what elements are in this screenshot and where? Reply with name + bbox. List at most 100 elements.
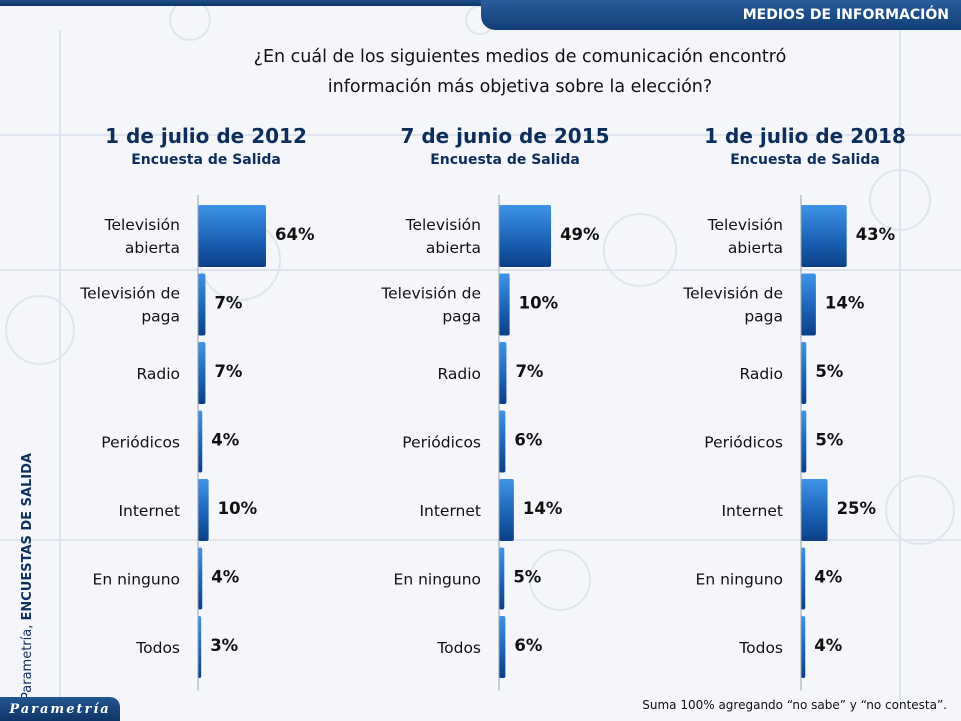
- value-label-2015-2: 7%: [515, 362, 543, 381]
- category-label-2018-2: Radio: [739, 365, 783, 383]
- category-label-line: paga: [744, 308, 783, 326]
- section-header: MEDIOS DE INFORMACIÓN: [481, 0, 961, 30]
- category-label-2012-5: En ninguno: [93, 571, 180, 589]
- category-label-line: Internet: [419, 502, 481, 520]
- panel-title-2012: 1 de julio de 2012: [105, 124, 307, 148]
- category-label-line: En ninguno: [394, 571, 481, 589]
- value-label-2012-5: 4%: [211, 568, 239, 587]
- category-label-2012-2: Radio: [136, 365, 180, 383]
- value-label-2018-5: 4%: [814, 568, 842, 587]
- category-label-line: Periódicos: [402, 434, 481, 452]
- category-label-line: abierta: [426, 239, 481, 257]
- category-label-2015-3: Periódicos: [402, 434, 481, 452]
- section-title: MEDIOS DE INFORMACIÓN: [742, 7, 949, 23]
- category-label-line: En ninguno: [696, 571, 783, 589]
- category-label-line: Televisión: [104, 216, 180, 234]
- question-text: ¿En cuál de los siguientes medios de com…: [180, 42, 860, 102]
- value-label-2015-3: 6%: [514, 431, 542, 450]
- category-label-line: Televisión: [707, 216, 783, 234]
- value-label-2018-1: 14%: [825, 294, 865, 313]
- source-side-label: Parametría, ENCUESTAS DE SALIDA: [20, 453, 35, 700]
- category-label-line: Radio: [739, 365, 783, 383]
- category-label-line: Radio: [136, 365, 180, 383]
- footnote: Suma 100% agregando “no sabe” y “no cont…: [642, 698, 947, 712]
- bar-2012-6: [198, 616, 202, 678]
- value-label-2015-5: 5%: [513, 568, 541, 587]
- value-label-2012-1: 7%: [214, 294, 242, 313]
- category-label-2012-0: Televisión abierta: [104, 216, 180, 257]
- top-bar: [0, 0, 961, 6]
- value-label-2015-1: 10%: [519, 294, 559, 313]
- category-label-line: Televisión de: [79, 285, 180, 303]
- question-line-1: ¿En cuál de los siguientes medios de com…: [253, 47, 787, 67]
- category-label-2012-1: Televisión de paga: [79, 285, 180, 326]
- value-label-2018-3: 5%: [815, 431, 843, 450]
- category-label-line: Internet: [721, 502, 783, 520]
- bar-2018-0: [801, 205, 847, 267]
- category-label-2012-3: Periódicos: [101, 434, 180, 452]
- bar-2015-0: [499, 205, 552, 267]
- bar-2018-1: [801, 273, 816, 336]
- bar-2012-4: [198, 479, 209, 541]
- value-label-2015-6: 6%: [514, 636, 542, 655]
- value-label-2012-0: 64%: [275, 225, 315, 244]
- category-label-2018-6: Todos: [738, 639, 783, 657]
- source-bold: ENCUESTAS DE SALIDA: [20, 453, 35, 621]
- category-label-line: Televisión: [405, 216, 481, 234]
- value-label-2015-0: 49%: [560, 225, 600, 244]
- bar-2015-2: [499, 342, 507, 404]
- category-label-line: Internet: [118, 502, 180, 520]
- category-label-2015-0: Televisión abierta: [405, 216, 481, 257]
- value-label-2012-2: 7%: [214, 362, 242, 381]
- category-label-line: abierta: [125, 239, 180, 257]
- value-label-2018-4: 25%: [837, 499, 877, 518]
- bar-2015-1: [499, 273, 510, 336]
- bar-2015-5: [499, 547, 505, 610]
- category-label-line: Todos: [738, 639, 783, 657]
- category-label-2015-6: Todos: [436, 639, 481, 657]
- category-label-line: Televisión de: [682, 285, 783, 303]
- bar-2018-5: [801, 547, 806, 610]
- panel-subtitle-2012: Encuesta de Salida: [131, 152, 281, 168]
- panel-title-2018: 1 de julio de 2018: [704, 124, 906, 148]
- bar-2012-1: [198, 273, 206, 336]
- bar-2012-2: [198, 342, 206, 404]
- category-label-2018-1: Televisión de paga: [682, 285, 783, 326]
- category-label-2012-4: Internet: [118, 502, 180, 520]
- bar-2018-3: [801, 410, 807, 473]
- category-label-2018-3: Periódicos: [704, 434, 783, 452]
- bar-chart-2012: Televisión abierta 64% Televisión de paga 7% R…: [79, 195, 315, 691]
- bar-chart-2018: Televisión abierta 43% Televisión de paga 14%…: [682, 195, 896, 691]
- category-label-line: Periódicos: [101, 434, 180, 452]
- value-label-2018-0: 43%: [856, 225, 896, 244]
- category-label-line: Televisión de: [380, 285, 481, 303]
- category-label-2015-1: Televisión de paga: [380, 285, 481, 326]
- category-label-2015-4: Internet: [419, 502, 481, 520]
- bar-chart-2015: Televisión abierta 49% Televisión de paga 10%…: [380, 195, 600, 691]
- value-label-2012-6: 3%: [210, 636, 238, 655]
- category-label-line: paga: [141, 308, 180, 326]
- bar-2015-6: [499, 616, 506, 678]
- category-label-2012-6: Todos: [135, 639, 180, 657]
- category-label-2018-5: En ninguno: [696, 571, 783, 589]
- panel-subtitle-2018: Encuesta de Salida: [730, 152, 880, 168]
- bar-2018-6: [801, 616, 806, 678]
- category-label-2018-0: Televisión abierta: [707, 216, 783, 257]
- category-label-line: En ninguno: [93, 571, 180, 589]
- value-label-2018-6: 4%: [814, 636, 842, 655]
- category-label-line: Periódicos: [704, 434, 783, 452]
- category-label-line: Radio: [437, 365, 481, 383]
- category-label-line: paga: [442, 308, 481, 326]
- value-label-2015-4: 14%: [523, 499, 563, 518]
- question-line-2: información más objetiva sobre la elecci…: [327, 77, 713, 97]
- category-label-line: abierta: [728, 239, 783, 257]
- panel-subtitle-2015: Encuesta de Salida: [430, 152, 580, 168]
- source-prefix: Parametría,: [20, 620, 35, 700]
- brand-logo: Parametría: [0, 697, 120, 721]
- bar-2015-4: [499, 479, 514, 541]
- bar-2018-4: [801, 479, 828, 541]
- bar-2015-3: [499, 410, 506, 473]
- value-label-2012-3: 4%: [211, 431, 239, 450]
- brand-logo-text: Parametría: [9, 701, 111, 717]
